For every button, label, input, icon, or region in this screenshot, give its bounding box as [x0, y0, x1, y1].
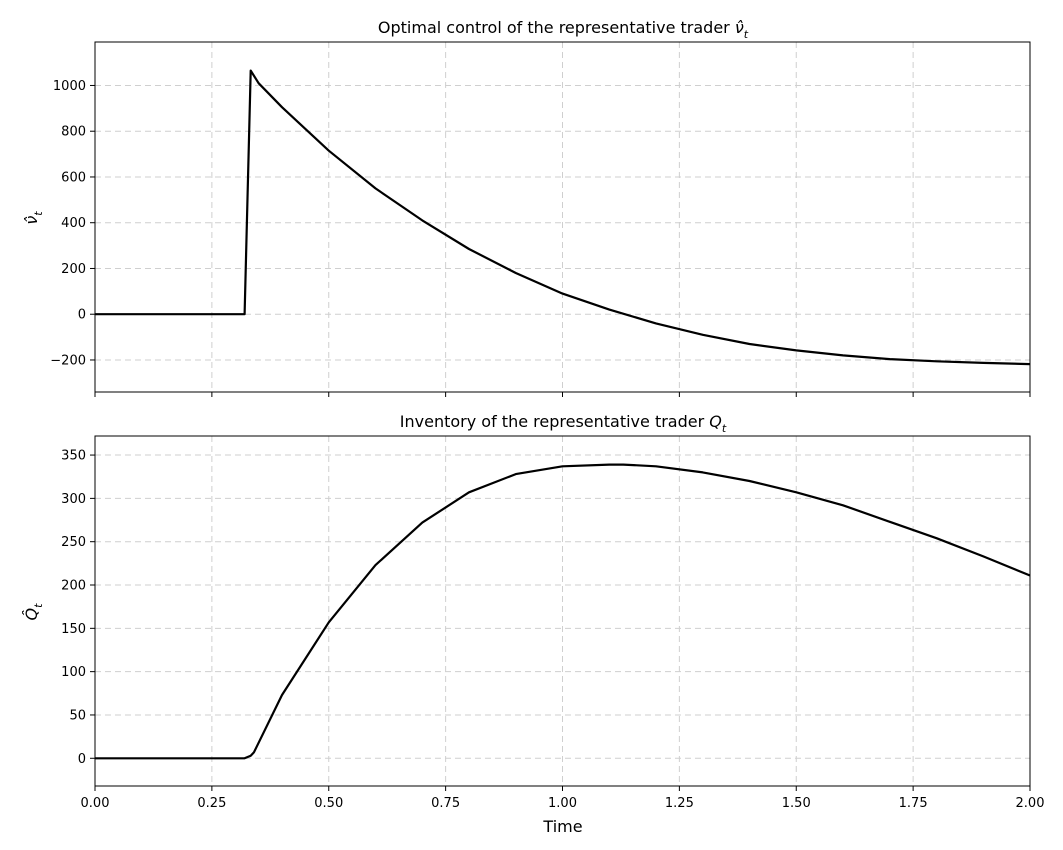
- panel-optimal-control: Optimal control of the representative tr…: [22, 18, 1030, 397]
- y-tick-label: 0: [78, 308, 86, 323]
- y-tick-label: 50: [69, 708, 86, 723]
- y-tick-label: −200: [50, 353, 86, 368]
- y-tick-label: 600: [61, 170, 86, 185]
- y-axis-label: ν̂t: [22, 211, 45, 225]
- panel-inventory: Inventory of the representative trader Q…: [22, 412, 1044, 836]
- x-tick-label: 1.75: [899, 796, 928, 811]
- x-tick-label: 0.25: [197, 796, 226, 811]
- x-tick-label: 1.50: [782, 796, 811, 811]
- grid: [95, 436, 1030, 786]
- chart-title: Inventory of the representative trader Q…: [400, 412, 727, 435]
- y-tick-label: 400: [61, 216, 86, 231]
- x-tick-label: 1.25: [665, 796, 694, 811]
- y-tick-label: 100: [61, 665, 86, 680]
- x-tick-label: 0.50: [314, 796, 343, 811]
- grid: [95, 42, 1030, 392]
- y-tick-label: 0: [78, 752, 86, 767]
- x-tick-label: 0.75: [431, 796, 460, 811]
- chart-title: Optimal control of the representative tr…: [378, 18, 749, 41]
- y-tick-label: 200: [61, 262, 86, 277]
- x-axis-label: Time: [542, 817, 582, 836]
- y-tick-label: 350: [61, 449, 86, 464]
- x-tick-label: 0.00: [81, 796, 110, 811]
- y-tick-label: 1000: [53, 79, 86, 94]
- y-tick-label: 250: [61, 535, 86, 550]
- x-tick-label: 1.00: [548, 796, 577, 811]
- y-tick-label: 200: [61, 579, 86, 594]
- y-tick-label: 150: [61, 622, 86, 637]
- y-tick-label: 300: [61, 492, 86, 507]
- y-axis-label: Q̂t: [22, 603, 45, 621]
- x-tick-label: 2.00: [1016, 796, 1045, 811]
- y-tick-label: 800: [61, 125, 86, 140]
